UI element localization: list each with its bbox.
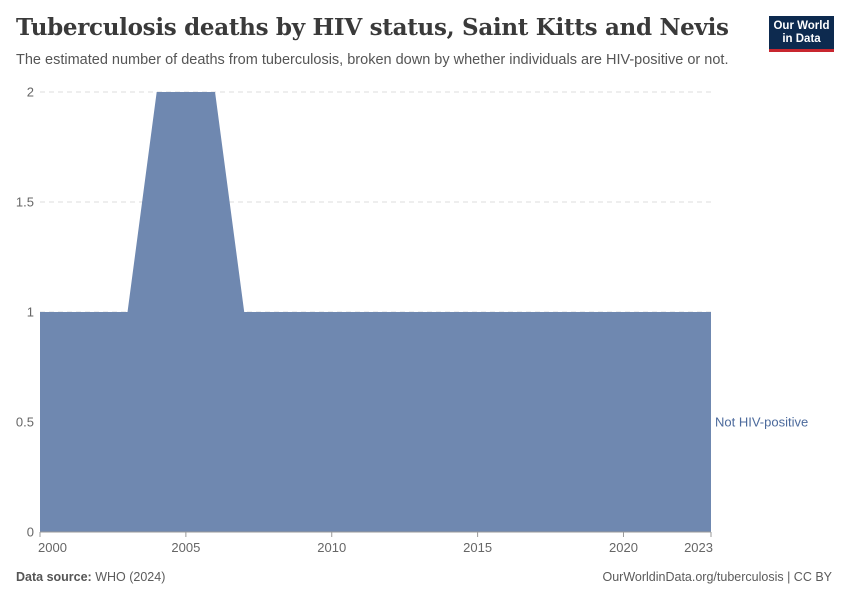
chart-title: Tuberculosis deaths by HIV status, Saint… <box>16 14 729 41</box>
data-source-label: Data source: <box>16 570 92 584</box>
owid-logo[interactable]: Our World in Data <box>769 16 834 52</box>
footer-url-license[interactable]: OurWorldinData.org/tuberculosis | CC BY <box>602 570 833 584</box>
x-tick-label: 2010 <box>317 540 346 555</box>
axes: 0 0.5 1 1.5 2 2000 2005 2010 2015 2020 2023 <box>16 85 713 556</box>
area-series-not-hiv-positive[interactable] <box>40 92 711 532</box>
x-tick-label: 2020 <box>609 540 638 555</box>
y-tick-label: 2 <box>27 85 34 100</box>
logo-line-1: Our World <box>773 20 830 32</box>
series-labels: Not HIV-positive <box>715 415 808 430</box>
chart-subtitle: The estimated number of deaths from tube… <box>16 52 729 68</box>
area-series-layer <box>40 92 711 532</box>
logo-line-2: in Data <box>782 33 821 45</box>
x-tick-label: 2005 <box>171 540 200 555</box>
y-tick-label: 1 <box>27 305 34 320</box>
x-tick-label: 2023 <box>684 540 713 555</box>
x-tick-label: 2000 <box>38 540 67 555</box>
series-label: Not HIV-positive <box>715 415 808 430</box>
x-tick-label: 2015 <box>463 540 492 555</box>
data-source: Data source: WHO (2024) <box>16 570 165 584</box>
data-source-value[interactable]: WHO (2024) <box>95 570 166 584</box>
y-tick-label: 0.5 <box>16 415 34 430</box>
y-tick-label: 1.5 <box>16 195 34 210</box>
y-tick-label: 0 <box>27 525 34 540</box>
